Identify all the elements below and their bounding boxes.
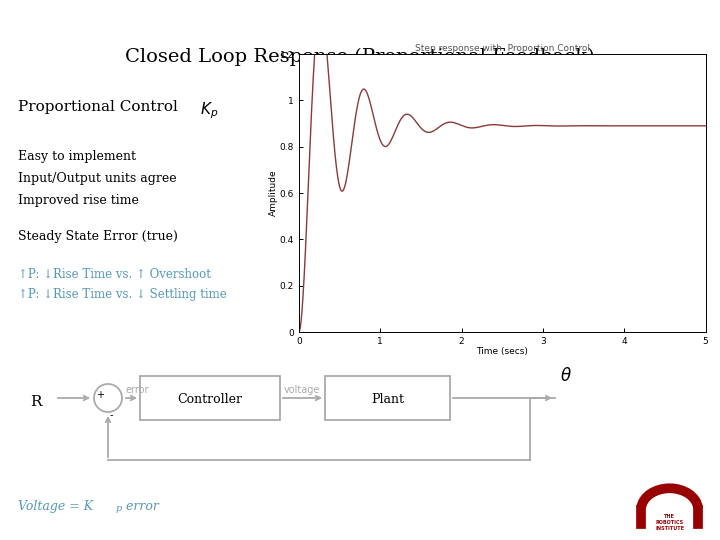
Text: Easy to implement: Easy to implement	[18, 150, 136, 163]
Text: -: -	[110, 410, 114, 420]
Text: R: R	[30, 395, 42, 409]
Text: voltage: voltage	[284, 385, 320, 395]
Text: Input/Output units agree: Input/Output units agree	[18, 172, 176, 185]
Text: ↑P: ↓Rise Time vs. ↓ Settling time: ↑P: ↓Rise Time vs. ↓ Settling time	[18, 288, 227, 301]
Text: Proportional Control: Proportional Control	[18, 100, 178, 114]
Title: Step response with  Proportion Control: Step response with Proportion Control	[415, 44, 590, 53]
Text: Voltage = K: Voltage = K	[18, 500, 93, 513]
Text: p: p	[116, 504, 122, 513]
Text: Steady State Error (true): Steady State Error (true)	[18, 230, 178, 243]
Text: +: +	[96, 390, 104, 400]
Text: Plant: Plant	[371, 394, 404, 407]
Text: ↑P: ↓Rise Time vs. ↑ Overshoot: ↑P: ↓Rise Time vs. ↑ Overshoot	[18, 268, 211, 281]
Text: error: error	[122, 500, 159, 513]
Text: error: error	[126, 385, 150, 395]
Text: Controller: Controller	[178, 394, 243, 407]
Text: Closed Loop Response (Proportional Feedback): Closed Loop Response (Proportional Feedb…	[125, 48, 595, 66]
FancyBboxPatch shape	[325, 376, 450, 420]
FancyBboxPatch shape	[140, 376, 280, 420]
Y-axis label: Amplitude: Amplitude	[269, 170, 278, 217]
X-axis label: Time (secs): Time (secs)	[476, 347, 528, 356]
Text: $\theta$: $\theta$	[560, 367, 572, 385]
Text: Carnegie Mellon: Carnegie Mellon	[631, 5, 698, 15]
Text: Improved rise time: Improved rise time	[18, 194, 139, 207]
Text: $K_p$: $K_p$	[200, 100, 218, 120]
Text: THE
ROBOTICS
INSTITUTE: THE ROBOTICS INSTITUTE	[655, 515, 684, 531]
